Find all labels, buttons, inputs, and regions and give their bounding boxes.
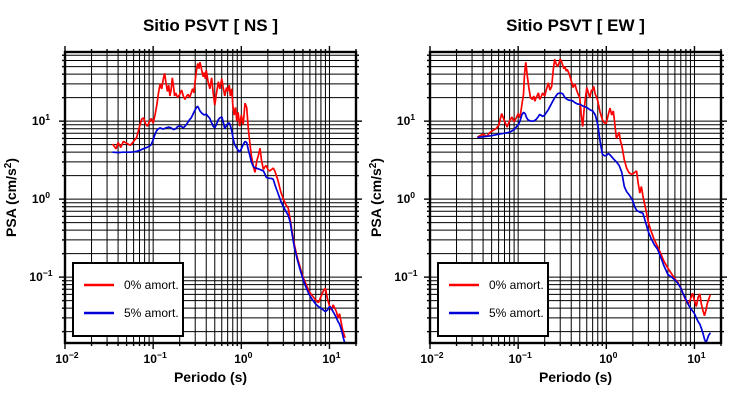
legend-label: 5% amort. bbox=[124, 306, 179, 320]
plot-frame bbox=[63, 50, 358, 345]
series-line-0pct-amort bbox=[477, 58, 711, 316]
y-tick-label: 100 bbox=[397, 190, 415, 206]
y-tick-label: 101 bbox=[32, 112, 50, 128]
chart-panel-ew: 10−2 10−1 100 101 101 100 10−1 Sitio PSVT [ EW … bbox=[365, 0, 730, 400]
legend-label: 0% amort. bbox=[124, 278, 179, 292]
x-tick-label: 10−1 bbox=[144, 350, 167, 366]
y-tick-label: 10−1 bbox=[29, 268, 52, 284]
x-tick-label: 101 bbox=[687, 350, 705, 366]
spectra-chart-ew: 10−2 10−1 100 101 101 100 10−1 Sitio PSVT [ EW … bbox=[368, 16, 727, 385]
legend-box bbox=[437, 262, 549, 337]
chart-title: Sitio PSVT [ NS ] bbox=[143, 16, 278, 35]
chart-panel-ns: 10−2 10−1 100 101 101 100 10−1 Sitio PSVT [ NS … bbox=[3, 16, 362, 385]
legend: 0% amort. 5% amort. bbox=[72, 262, 184, 337]
series-line-5pct-amort bbox=[477, 92, 711, 343]
x-tick-label: 101 bbox=[322, 350, 340, 366]
y-tick-label: 10−1 bbox=[394, 268, 417, 284]
x-tick-label: 100 bbox=[234, 350, 252, 366]
plot-frame bbox=[428, 50, 723, 345]
legend-box bbox=[72, 262, 184, 337]
y-axis-label: PSA (cm/s2) bbox=[368, 158, 384, 237]
spectra-chart-ns: 10−2 10−1 100 101 101 100 10−1 Sitio PSVT [ NS … bbox=[3, 16, 362, 385]
x-axis-label: Periodo (s) bbox=[174, 369, 247, 385]
legend-label: 0% amort. bbox=[489, 278, 544, 292]
x-tick-label: 10−2 bbox=[55, 350, 78, 366]
y-tick-label: 101 bbox=[397, 112, 415, 128]
series-line-5pct-amort bbox=[112, 105, 346, 343]
legend-label: 5% amort. bbox=[489, 306, 544, 320]
x-tick-label: 10−2 bbox=[420, 350, 443, 366]
x-tick-label: 10−1 bbox=[509, 350, 532, 366]
chart-title: Sitio PSVT [ EW ] bbox=[506, 16, 645, 35]
y-tick-label: 100 bbox=[32, 190, 50, 206]
x-axis-label: Periodo (s) bbox=[539, 369, 612, 385]
x-tick-label: 100 bbox=[599, 350, 617, 366]
y-axis-label: PSA (cm/s2) bbox=[3, 158, 19, 237]
legend: 0% amort. 5% amort. bbox=[437, 262, 549, 337]
